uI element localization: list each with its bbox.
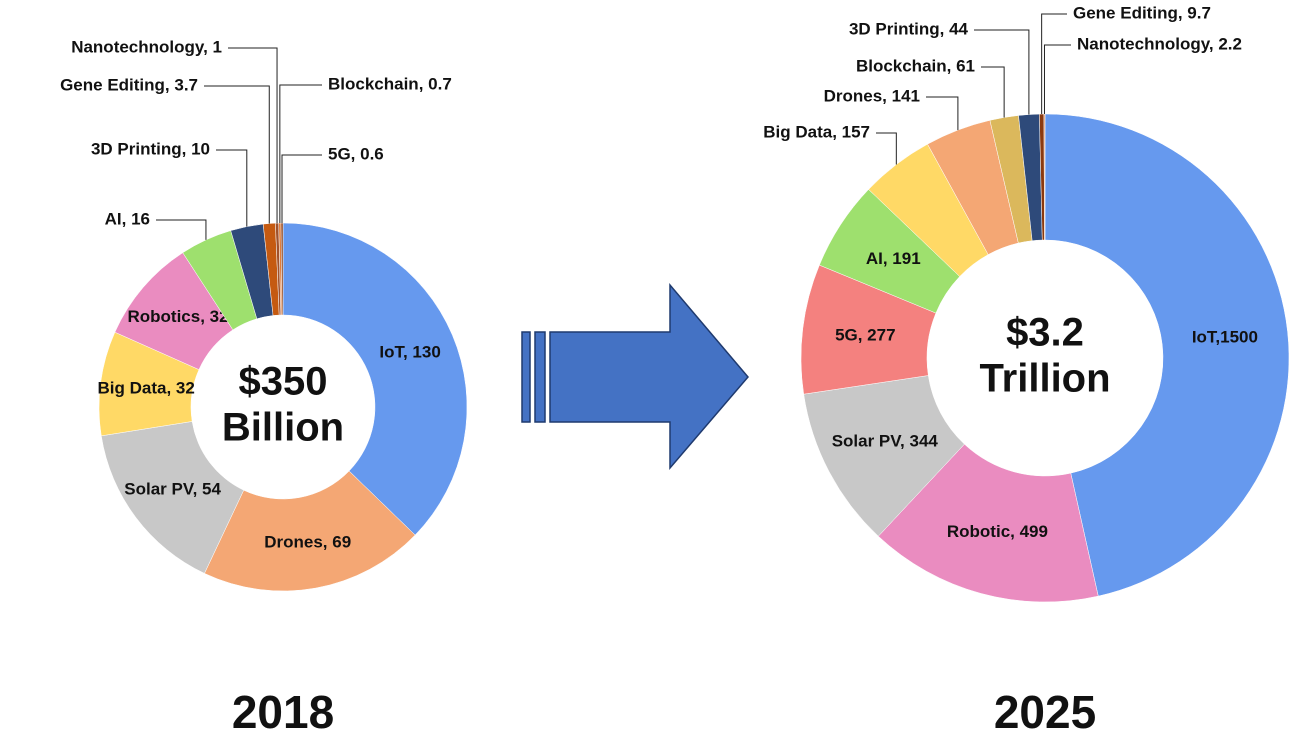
data-label: IoT,1500: [1192, 328, 1258, 347]
data-label: Blockchain, 61: [856, 56, 975, 75]
data-label: Big Data, 32: [98, 379, 195, 398]
donut-slice: [204, 470, 416, 592]
data-label: Drones, 141: [824, 86, 920, 105]
donut-slice: [282, 222, 468, 536]
data-label: Blockchain, 0.7: [328, 74, 452, 93]
center-label: Billion: [222, 406, 344, 450]
arrow-bar: [521, 331, 531, 423]
donut-slice: [1044, 113, 1290, 597]
leader-line: [876, 132, 897, 165]
data-label: AI, 16: [105, 209, 150, 228]
data-label: Solar PV, 54: [124, 479, 221, 498]
data-label: 3D Printing, 10: [91, 139, 210, 158]
year-label: 2025: [994, 686, 1096, 738]
center-label: $350: [239, 360, 328, 404]
data-label: Robotics, 32: [127, 307, 228, 326]
data-label: IoT, 130: [379, 343, 440, 362]
donut-slice: [877, 443, 1099, 603]
leader-line: [216, 149, 248, 227]
leader-line: [279, 84, 322, 224]
leader-line: [1043, 44, 1071, 115]
data-label: AI, 191: [866, 249, 921, 268]
donut-slice: [1043, 113, 1046, 241]
arrow-body: [549, 282, 749, 471]
leader-line: [926, 96, 959, 131]
data-label: Solar PV, 344: [832, 432, 939, 451]
data-label: Nanotechnology, 1: [71, 37, 222, 56]
year-label: 2018: [232, 686, 334, 738]
leader-line: [974, 29, 1030, 115]
data-label: 5G, 277: [835, 326, 896, 345]
data-label: Nanotechnology, 2.2: [1077, 34, 1242, 53]
leader-line: [281, 154, 322, 224]
data-label: Drones, 69: [264, 532, 351, 551]
center-label: Trillion: [979, 357, 1110, 401]
leader-line: [156, 219, 207, 240]
data-label: 3D Printing, 44: [849, 19, 969, 38]
donut-slice: [280, 222, 284, 316]
center-label: $3.2: [1006, 311, 1084, 355]
data-label: Robotic, 499: [947, 522, 1048, 541]
leader-line: [204, 85, 270, 224]
data-label: Big Data, 157: [763, 122, 870, 141]
leader-line: [228, 47, 278, 224]
arrow-bar: [534, 331, 546, 423]
data-label: Gene Editing, 3.7: [60, 75, 198, 94]
leader-line: [1041, 13, 1067, 115]
arrow: [521, 282, 749, 471]
data-label: 5G, 0.6: [328, 144, 384, 163]
leader-line: [981, 66, 1005, 118]
data-label: Gene Editing, 9.7: [1073, 3, 1211, 22]
